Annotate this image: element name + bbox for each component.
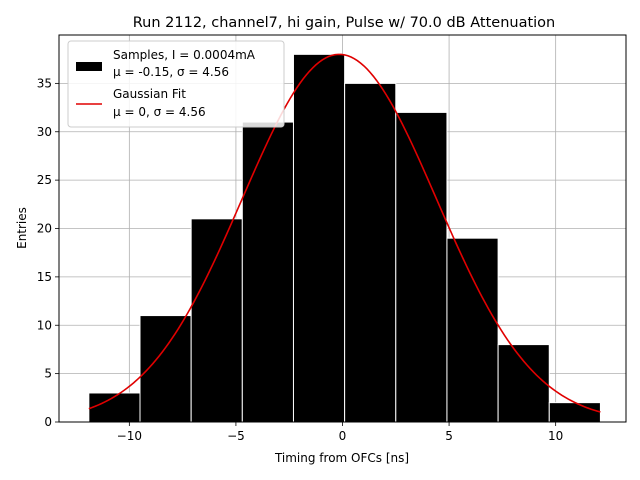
histogram-bars [88, 53, 601, 423]
y-tick-label: 25 [37, 173, 52, 187]
y-tick-label: 30 [37, 125, 52, 139]
x-tick-label: 10 [548, 429, 563, 443]
histogram-bar [241, 121, 294, 423]
legend-label-samples: Samples, I = 0.0004mA [113, 48, 256, 62]
y-axis-ticks: 0 5 10 15 20 25 30 35 [37, 76, 59, 429]
y-tick-label: 35 [37, 76, 52, 90]
fit-curve [88, 53, 601, 413]
y-tick-label: 15 [37, 270, 52, 284]
histogram-bar [292, 53, 346, 423]
legend-swatch-samples [76, 62, 102, 71]
legend-box [67, 40, 285, 128]
legend-label-samples-stats: μ = -0.15, σ = 4.56 [113, 65, 229, 79]
histogram-bar [548, 402, 601, 423]
y-tick-label: 0 [44, 415, 52, 429]
histogram-bar [446, 237, 499, 423]
x-tick-label: −5 [227, 429, 245, 443]
x-axis-label: Timing from OFCs [ns] [274, 451, 409, 465]
gaussian-fit [88, 53, 601, 413]
histogram-bar [497, 344, 550, 423]
x-tick-label: 0 [339, 429, 347, 443]
y-tick-label: 20 [37, 222, 52, 236]
y-axis-label: Entries [15, 207, 29, 249]
legend-label-fit-stats: μ = 0, σ = 4.56 [113, 105, 206, 119]
legend-label-fit: Gaussian Fit [113, 87, 186, 101]
x-tick-label: 5 [445, 429, 453, 443]
y-tick-label: 5 [44, 367, 52, 381]
histogram-bar [190, 218, 243, 423]
chart-title: Run 2112, channel7, hi gain, Pulse w/ 70… [133, 15, 556, 31]
histogram-bar [395, 111, 448, 423]
histogram-bar [344, 82, 397, 423]
y-tick-label: 10 [37, 318, 52, 332]
x-tick-label: −10 [117, 429, 142, 443]
legend: Samples, I = 0.0004mA μ = -0.15, σ = 4.5… [67, 40, 285, 128]
x-axis-ticks: −10 −5 0 5 10 [117, 422, 563, 443]
